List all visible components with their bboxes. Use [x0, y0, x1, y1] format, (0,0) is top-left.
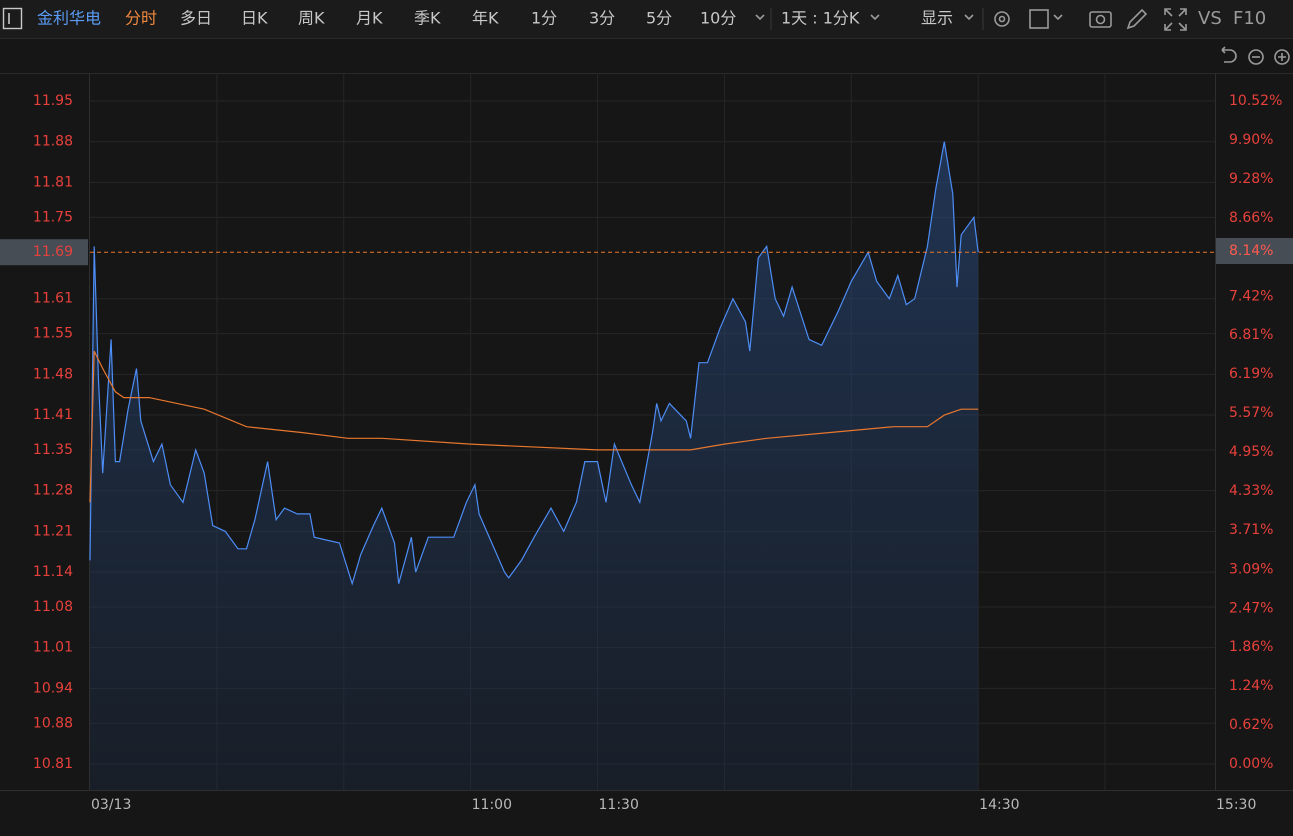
- y-tick-label: 11.48: [33, 366, 73, 382]
- y2-tick-label: 7.42%: [1229, 288, 1273, 304]
- period-tab[interactable]: 月K: [356, 9, 383, 28]
- toolbar: 金利华电 分时 多日 日K 周K 月K 季K 年K 1分 3分 5分 10分 1天 : 1分K 显…: [0, 0, 1293, 38]
- y2-tick-label: 0.62%: [1229, 717, 1273, 733]
- x-tick-label: 15:30: [1216, 797, 1256, 813]
- y-tick-label: 10.81: [33, 756, 73, 772]
- price-line: [89, 141, 979, 586]
- x-tick-label: 11:30: [599, 797, 639, 813]
- y-tick-label: 11.81: [33, 174, 73, 190]
- settings-icon-core: [998, 15, 1006, 23]
- range-select[interactable]: 1天 : 1分K: [781, 9, 860, 28]
- chevron[interactable]: [870, 14, 880, 21]
- x-tick-label: 03/13: [91, 797, 131, 813]
- period-tab[interactable]: 5分: [646, 9, 672, 28]
- y-tick-label: 11.08: [33, 599, 73, 615]
- y-tick-label: 11.35: [33, 442, 73, 458]
- y2-tick-label: 6.19%: [1229, 366, 1273, 382]
- period-tab[interactable]: 1分: [531, 9, 557, 28]
- chevron[interactable]: [1053, 14, 1063, 21]
- y2-tick-label: 9.28%: [1229, 171, 1273, 187]
- y-tick-label: 11.95: [33, 93, 73, 109]
- y2-tick-label: 10.52%: [1229, 93, 1282, 109]
- y-tick-label: 10.88: [33, 715, 73, 731]
- period-tab[interactable]: 日K: [241, 9, 268, 28]
- y-tick-label: 11.88: [33, 134, 73, 150]
- y2-tick-label: 3.71%: [1229, 522, 1273, 538]
- stock-name[interactable]: 金利华电: [37, 9, 101, 28]
- layout-icon[interactable]: [1029, 9, 1049, 29]
- y2-tick-label: 1.24%: [1229, 678, 1273, 694]
- period-tab[interactable]: 年K: [472, 9, 499, 28]
- undo-icon[interactable]: [1221, 46, 1237, 63]
- y2-tick-label: 3.09%: [1229, 561, 1273, 577]
- zoom-in-plus: [1278, 53, 1286, 61]
- camera-lens: [1095, 14, 1106, 25]
- y-tick-label: 11.14: [33, 564, 73, 580]
- y-tick-label: 11.21: [33, 523, 73, 539]
- y-tick-label: 11.55: [33, 326, 73, 342]
- y2-tick-label: 2.47%: [1229, 600, 1273, 616]
- y2-tick-label: 6.81%: [1229, 327, 1273, 343]
- chevron[interactable]: [964, 14, 974, 21]
- fullscreen-icon[interactable]: [1164, 8, 1187, 31]
- y2-tick-label: 9.90%: [1229, 132, 1273, 148]
- y-tick-label: 10.94: [33, 680, 73, 696]
- y2-tick-label: 4.95%: [1229, 444, 1273, 460]
- current-price-box: [0, 239, 88, 266]
- period-tab[interactable]: 周K: [298, 9, 325, 28]
- settings-icon[interactable]: [994, 11, 1010, 27]
- period-tab[interactable]: 10分: [700, 9, 736, 28]
- zoom-out-icon[interactable]: [1248, 49, 1264, 65]
- y-tick-label: 11.28: [33, 483, 73, 499]
- camera-icon[interactable]: [1089, 11, 1112, 28]
- y-tick-label: 11.75: [33, 209, 73, 225]
- sidebar-toggle[interactable]: [2, 7, 23, 30]
- period-tab[interactable]: 季K: [414, 9, 441, 28]
- current-price-label: 11.69: [33, 244, 73, 260]
- price-area: [90, 141, 979, 790]
- y2-tick-label: 8.66%: [1229, 210, 1273, 226]
- period-tab[interactable]: 3分: [589, 9, 615, 28]
- f10-button[interactable]: F10: [1233, 8, 1266, 29]
- tab-active[interactable]: 分时: [125, 9, 157, 28]
- current-percent-box: [1216, 237, 1293, 264]
- x-tick-label: 11:00: [472, 797, 512, 813]
- display-menu[interactable]: 显示: [921, 9, 953, 28]
- y-tick-label: 11.41: [33, 407, 73, 423]
- average-line: [89, 350, 979, 503]
- zoom-in-icon[interactable]: [1274, 49, 1290, 65]
- toolbar-bg: [0, 0, 1293, 38]
- current-percent-label: 8.14%: [1229, 243, 1273, 259]
- y2-tick-label: 1.86%: [1229, 639, 1273, 655]
- vs-button[interactable]: VS: [1198, 8, 1222, 29]
- y2-tick-label: 5.57%: [1229, 405, 1273, 421]
- y-tick-label: 11.01: [33, 640, 73, 656]
- y2-tick-label: 0.00%: [1229, 756, 1273, 772]
- x-tick-label: 14:30: [979, 797, 1019, 813]
- chevron[interactable]: [755, 14, 765, 21]
- y-tick-label: 11.61: [33, 291, 73, 307]
- period-tab[interactable]: 多日: [180, 9, 212, 28]
- pencil-icon[interactable]: [1126, 8, 1148, 30]
- y2-tick-label: 4.33%: [1229, 483, 1273, 499]
